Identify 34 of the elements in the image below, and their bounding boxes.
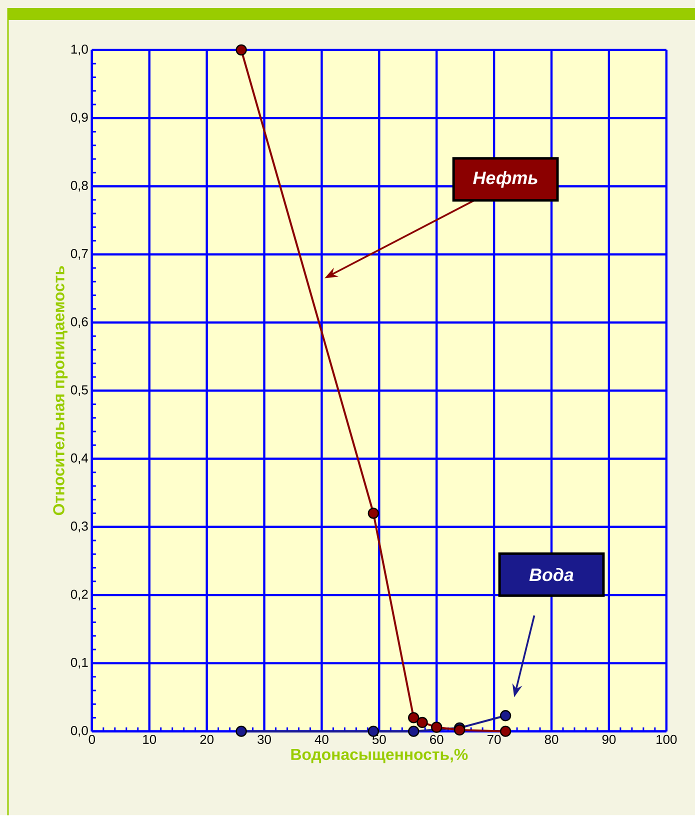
- y-axis-title: Относительная проницаемость: [52, 266, 68, 516]
- x-tick-label: 70: [487, 734, 501, 744]
- x-axis-title: Водонасыщенность,%: [291, 748, 468, 764]
- y-tick-label: 0,8: [70, 180, 88, 192]
- y-tick-label: 0,7: [70, 249, 88, 260]
- text: Вода: [529, 568, 574, 582]
- x-tick-label: 80: [544, 734, 558, 744]
- point: [236, 44, 247, 56]
- point: [408, 712, 420, 724]
- x-tick-label: 10: [142, 734, 156, 744]
- text: Нефть: [472, 171, 538, 188]
- point: [368, 508, 379, 519]
- x-tick-label: 60: [430, 734, 444, 744]
- y-tick-label: 1,0: [71, 44, 88, 56]
- x-tick-label: 100: [656, 734, 677, 744]
- y-tick-label: 0,1: [70, 658, 88, 669]
- x-tick-label: 90: [602, 734, 616, 744]
- x-tick-label: 30: [257, 734, 271, 744]
- y-tick-label: 0,3: [70, 522, 88, 532]
- point: [416, 716, 428, 728]
- y-tick-label: 0,0: [70, 726, 88, 737]
- x-tick-label: 0: [88, 734, 95, 744]
- y-tick-label: 0,9: [70, 112, 88, 124]
- x-tick-label: 40: [314, 734, 328, 744]
- y-tick-label: 0,4: [70, 453, 88, 464]
- point: [430, 722, 442, 733]
- x-tick-label: 20: [200, 734, 214, 744]
- point: [408, 726, 420, 737]
- y-tick-label: 0,5: [70, 385, 88, 396]
- point: [500, 710, 511, 722]
- point: [500, 726, 511, 737]
- point: [236, 726, 247, 737]
- y-tick-label: 0,2: [70, 590, 88, 600]
- y-tick-label: 0,6: [70, 317, 88, 328]
